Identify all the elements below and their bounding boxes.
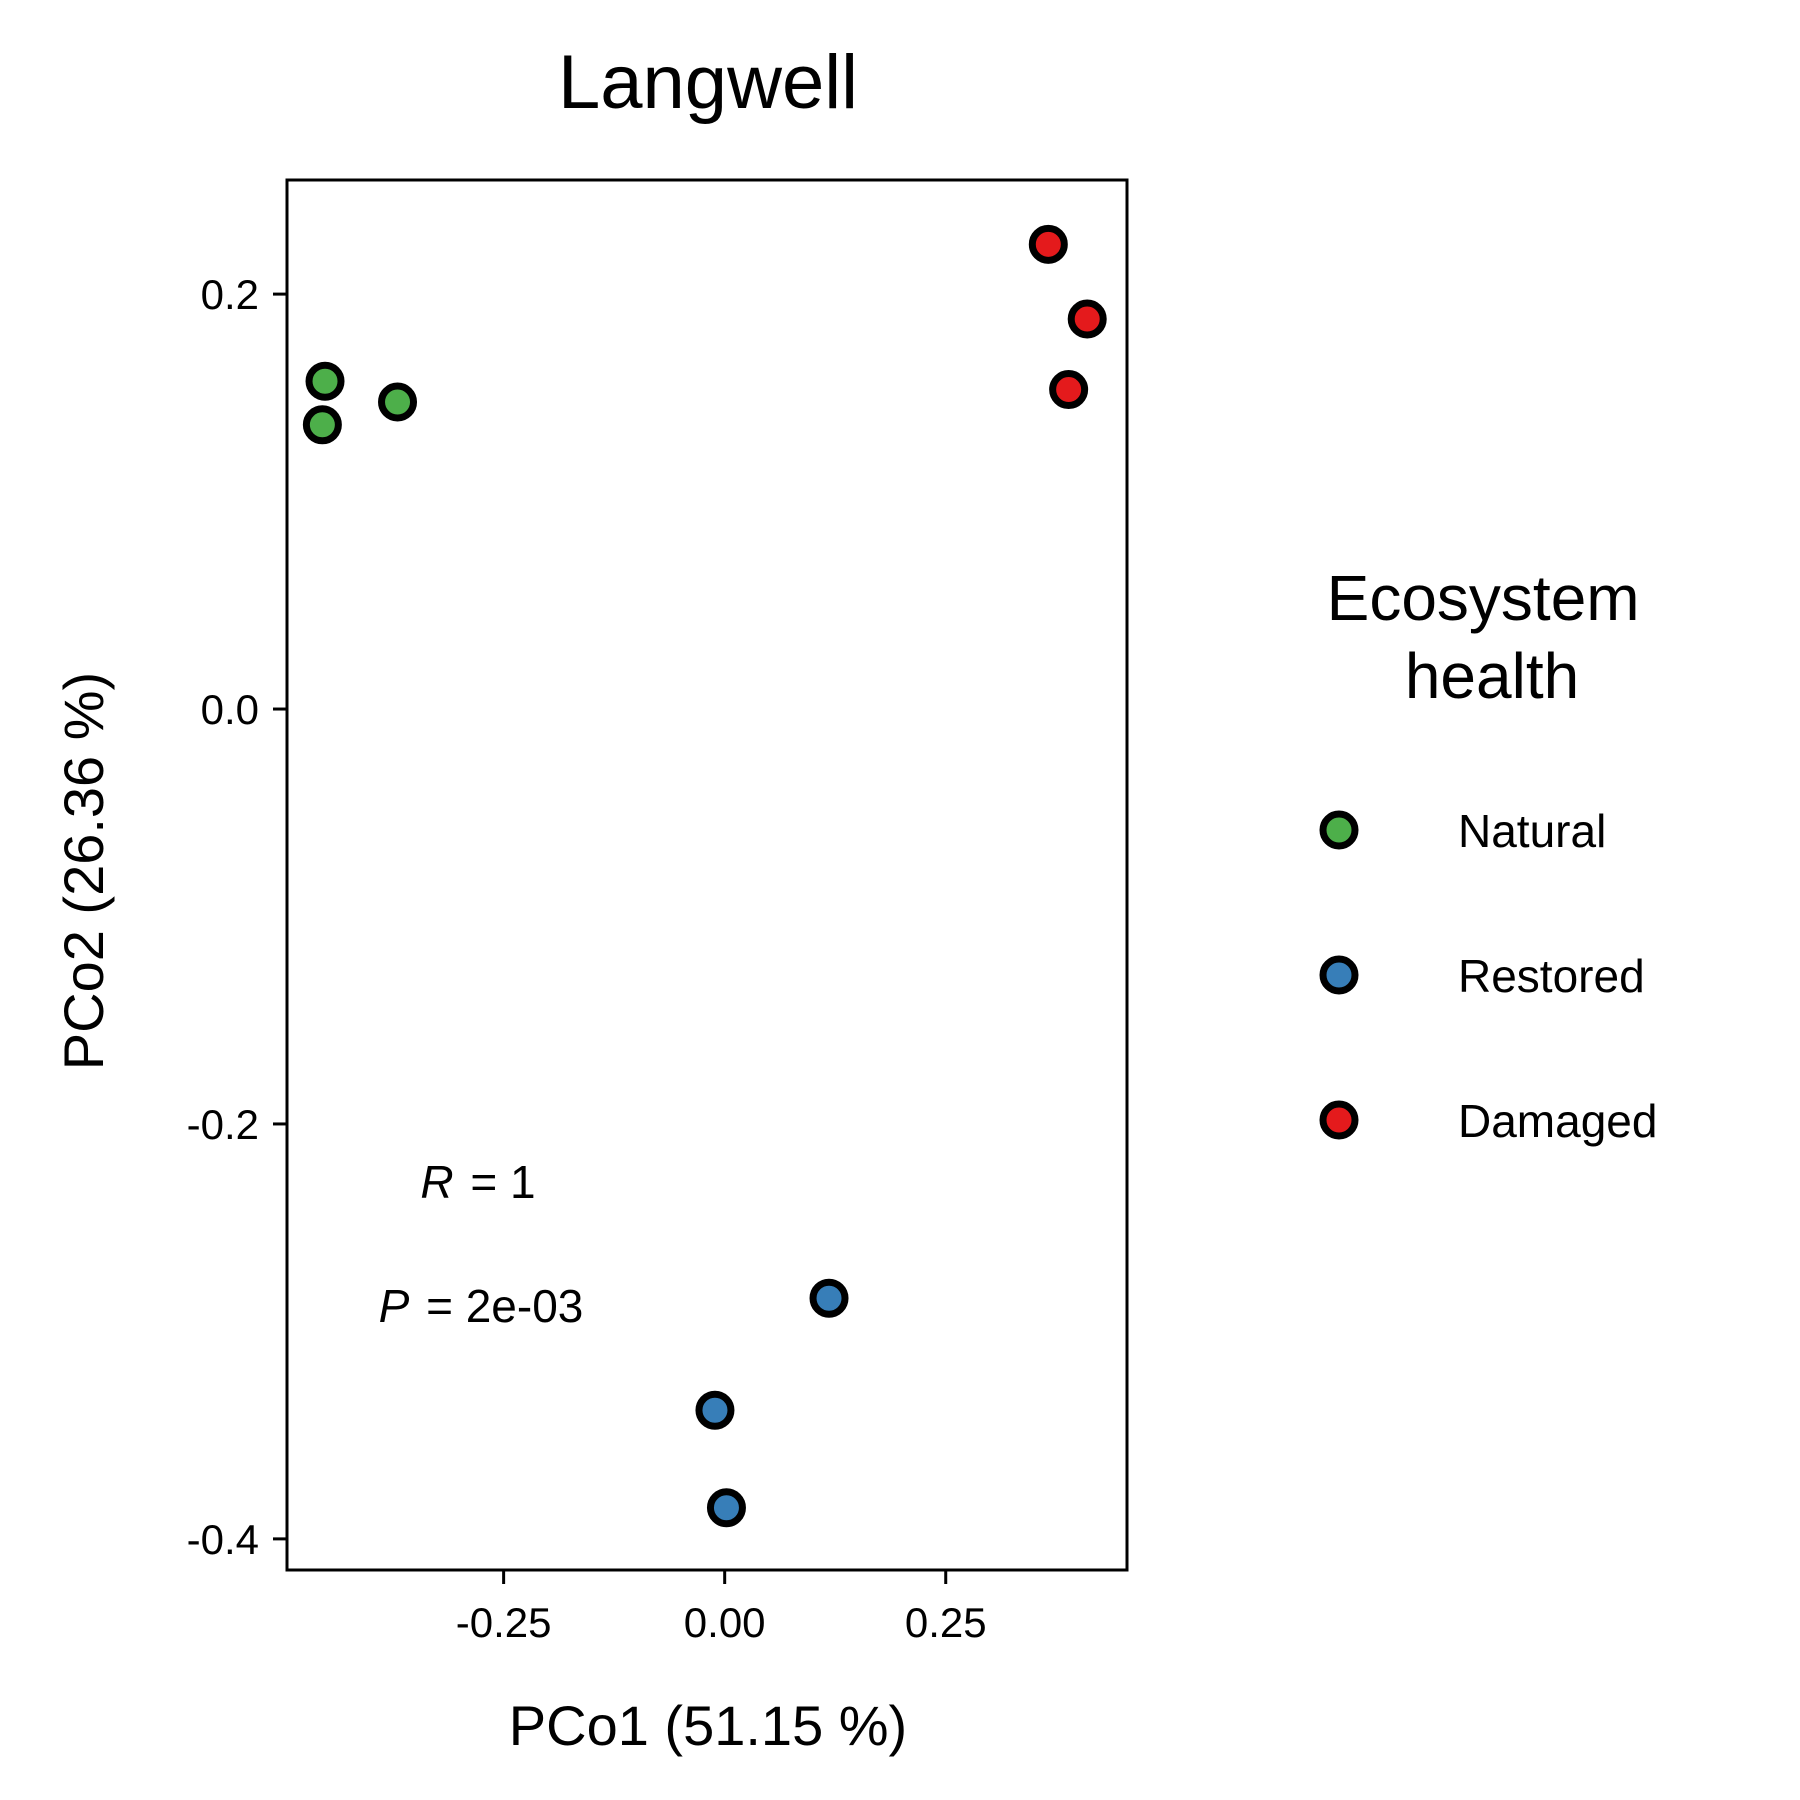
legend-title-line-2: health <box>1405 640 1579 712</box>
legend-item-natural: Natural <box>1319 805 1606 857</box>
data-point <box>809 1278 849 1318</box>
legend-title: Ecosystem health <box>1327 562 1658 712</box>
y-tick-label: 0.2 <box>201 271 259 318</box>
chart-title: Langwell <box>558 40 858 125</box>
y-tick-label: 0.0 <box>201 686 259 733</box>
r-symbol: R <box>420 1156 453 1208</box>
legend-title-line-1: Ecosystem <box>1327 562 1640 634</box>
r-value: = 1 <box>470 1156 535 1208</box>
stat-annotations: R = 1 P = 2e-03 <box>379 1156 584 1332</box>
r-statistic: R = 1 <box>420 1156 535 1208</box>
x-axis-title: PCo1 (51.15 %) <box>509 1694 907 1757</box>
series-restored <box>695 1278 849 1528</box>
plot-frame <box>285 178 1129 1572</box>
data-point <box>706 1488 746 1528</box>
p-statistic: P = 2e-03 <box>379 1280 584 1332</box>
data-point <box>1049 370 1089 410</box>
data-point <box>695 1390 735 1430</box>
legend-item-damaged: Damaged <box>1319 1095 1657 1147</box>
data-point <box>305 361 345 401</box>
legend: Ecosystem health Natural Restored Damaged <box>1319 562 1658 1147</box>
legend-label: Damaged <box>1458 1095 1657 1147</box>
legend-marker-icon <box>1319 955 1359 995</box>
legend-item-restored: Restored <box>1319 950 1645 1002</box>
p-value: = 2e-03 <box>426 1280 583 1332</box>
y-axis-title: PCo2 (26.36 %) <box>52 672 115 1070</box>
p-symbol: P <box>379 1280 410 1332</box>
legend-label: Restored <box>1458 950 1645 1002</box>
data-point <box>1067 299 1107 339</box>
legend-marker-icon <box>1319 810 1359 850</box>
plot-area: -0.25 0.00 0.25 -0.4 -0.2 0.0 0.2 <box>187 178 1129 1646</box>
x-tick-label: 0.25 <box>905 1599 987 1646</box>
legend-label: Natural <box>1458 805 1606 857</box>
legend-marker-icon <box>1319 1100 1359 1140</box>
series-damaged <box>1028 224 1107 410</box>
x-tick-label: 0.00 <box>684 1599 766 1646</box>
data-point <box>1028 224 1068 264</box>
series-natural <box>302 361 418 445</box>
x-tick-label: -0.25 <box>456 1599 552 1646</box>
y-tick-label: -0.4 <box>187 1516 259 1563</box>
legend-items: Natural Restored Damaged <box>1319 805 1657 1147</box>
data-point <box>302 405 342 445</box>
data-point <box>378 382 418 422</box>
y-tick-label: -0.2 <box>187 1101 259 1148</box>
